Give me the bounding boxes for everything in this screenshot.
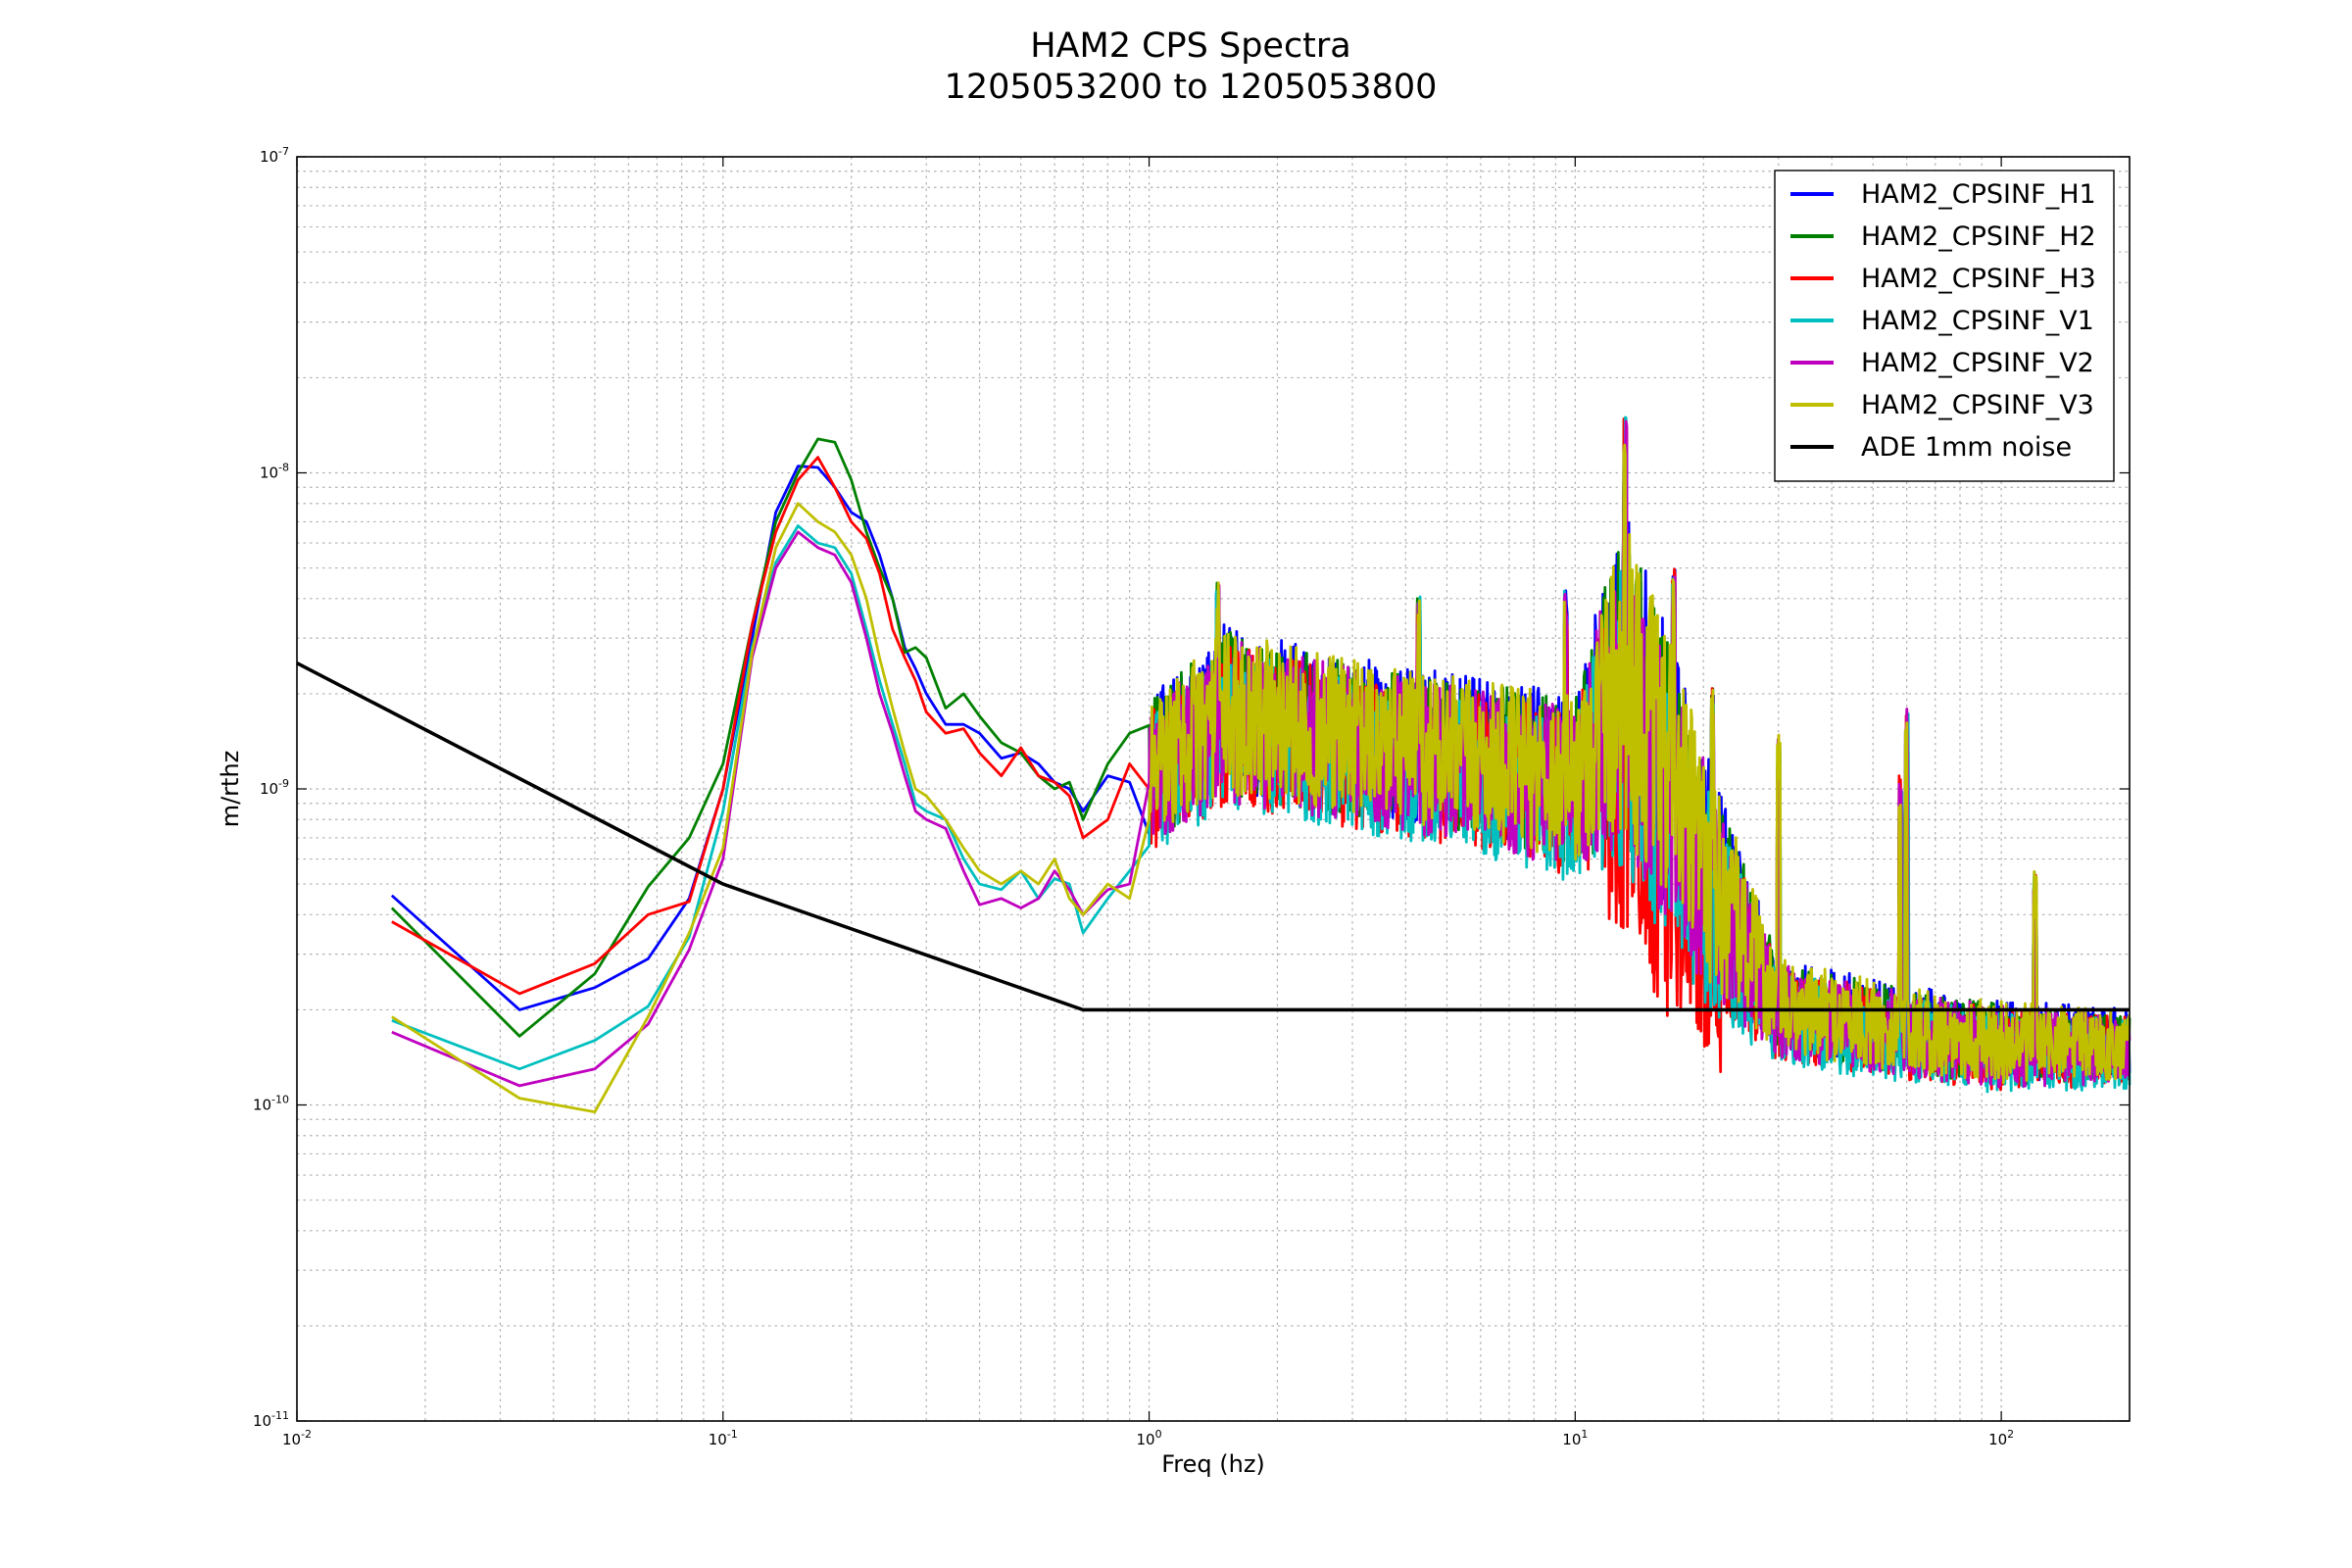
y-axis-label: m/rthz [217, 751, 244, 828]
y-tick-label: 10-11 [253, 1409, 289, 1430]
x-tick-label: 101 [1562, 1428, 1588, 1448]
legend-label: HAM2_CPSINF_H3 [1861, 264, 2096, 294]
series-group [296, 416, 2132, 1114]
legend-label: HAM2_CPSINF_H1 [1861, 179, 2096, 210]
legend: HAM2_CPSINF_H1 HAM2_CPSINF_H2 HAM2_CPSINF_… [1774, 170, 2115, 482]
ade-noise-reference-line [296, 662, 2130, 1012]
x-axis-ticks: 10-2 10-1 100 101 102 [282, 157, 2014, 1448]
y-axis-ticks: 10-11 10-10 10-9 10-8 10-7 [253, 145, 2130, 1430]
legend-label: HAM2_CPSINF_V3 [1861, 390, 2094, 420]
y-tick-label: 10-7 [260, 145, 289, 166]
x-tick-label: 10-1 [709, 1428, 738, 1448]
y-tick-label: 10-9 [260, 777, 289, 798]
x-tick-label: 10-2 [282, 1428, 312, 1448]
series-line-ham2-cpsinf-v3 [391, 443, 2131, 1114]
legend-label: HAM2_CPSINF_H2 [1861, 221, 2096, 252]
legend-label: HAM2_CPSINF_V1 [1861, 306, 2094, 336]
chart-subtitle: 1205053200 to 1205053800 [945, 68, 1438, 107]
legend-label: HAM2_CPSINF_V2 [1861, 348, 2094, 378]
y-tick-label: 10-10 [253, 1094, 289, 1114]
x-tick-label: 102 [1988, 1428, 2014, 1448]
x-tick-label: 100 [1137, 1428, 1162, 1448]
y-tick-label: 10-8 [260, 462, 289, 482]
legend-box [1774, 170, 2115, 482]
chart-title: HAM2 CPS Spectra [1030, 26, 1351, 66]
x-axis-label: Freq (hz) [1161, 1450, 1265, 1478]
legend-label: ADE 1mm noise [1861, 432, 2072, 463]
